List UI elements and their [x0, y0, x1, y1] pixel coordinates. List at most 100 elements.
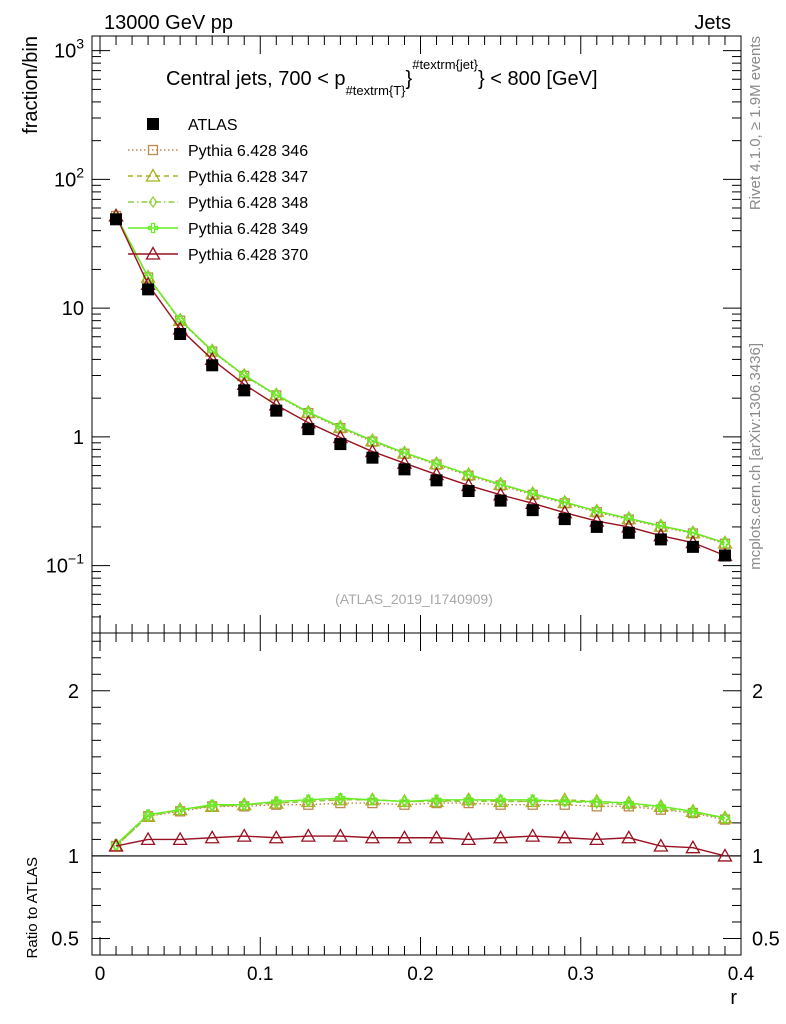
main-line-pythia-6-428-346 — [115, 215, 726, 545]
ratio-point-pythia-6-428-370 — [621, 829, 637, 844]
y-tick-label-right: 0.5 — [752, 928, 780, 950]
ratio-point-pythia-6-428-370 — [332, 828, 348, 842]
x-tick-label: 0.2 — [407, 964, 433, 985]
ratio-point-pythia-6-428-349 — [431, 794, 442, 805]
main-point-atlas — [174, 328, 187, 341]
ratio-point-pythia-6-428-370 — [108, 838, 124, 852]
main-series-layer — [108, 207, 733, 562]
legend-marker — [147, 144, 159, 156]
ratio-series-pythia-6-428-347 — [108, 791, 733, 852]
rivet-label: Rivet 4.1.0, ≥ 1.9M events — [747, 36, 764, 210]
ratio-point-pythia-6-428-370 — [300, 828, 316, 842]
main-point-atlas — [142, 283, 155, 296]
main-point-atlas — [238, 384, 251, 397]
ratio-point-pythia-6-428-349 — [591, 796, 602, 807]
ratio-point-pythia-6-428-349 — [655, 801, 666, 812]
main-y-axis-label: fraction/bin — [20, 36, 42, 134]
x-axis-label: r — [730, 987, 737, 1009]
legend-marker — [145, 168, 161, 182]
x-tick-label: 0 — [95, 964, 106, 985]
main-point-atlas — [398, 463, 411, 476]
ratio-point-pythia-6-428-370 — [493, 829, 509, 844]
legend-entry-pythia-6-428-346: Pythia 6.428 346 — [128, 143, 308, 160]
y-tick-label: 10−1 — [46, 551, 84, 578]
analysis-watermark: (ATLAS_2019_I1740909) — [335, 591, 493, 607]
main-point-atlas — [526, 504, 539, 517]
ratio-point-pythia-6-428-349 — [495, 794, 506, 805]
y-tick-label: 102 — [54, 164, 84, 191]
legend-marker — [145, 246, 161, 260]
ratio-point-pythia-6-428-370 — [685, 839, 701, 854]
main-line-pythia-6-428-348 — [115, 215, 726, 544]
main-point-atlas — [366, 451, 379, 464]
ratio-point-pythia-6-428-370 — [525, 828, 541, 842]
ratio-point-pythia-6-428-349 — [623, 797, 634, 809]
main-point-atlas — [558, 513, 571, 526]
ratio-point-pythia-6-428-370 — [428, 829, 445, 844]
ratio-point-pythia-6-428-349 — [142, 809, 154, 820]
ratio-point-pythia-6-428-370 — [140, 831, 156, 846]
ratio-point-pythia-6-428-346 — [399, 799, 410, 810]
main-line-pythia-6-428-370 — [115, 215, 726, 557]
ratio-series-layer — [108, 791, 733, 862]
main-line-pythia-6-428-349 — [115, 215, 726, 544]
ratio-point-pythia-6-428-370 — [364, 829, 381, 844]
y-tick-label: 10 — [62, 298, 84, 320]
ratio-point-pythia-6-428-370 — [172, 831, 188, 846]
main-point-atlas — [302, 423, 315, 436]
x-tick-label: 0.4 — [728, 964, 755, 985]
main-point-atlas — [494, 494, 507, 507]
legend-entry-pythia-6-428-349: Pythia 6.428 349 — [128, 221, 308, 238]
main-point-pythia-6-428-349 — [399, 447, 410, 458]
legend-label: Pythia 6.428 370 — [188, 247, 308, 264]
header-right: Jets — [694, 12, 731, 34]
ratio-y-axis-label: Ratio to ATLAS — [24, 857, 41, 958]
main-point-pythia-6-428-349 — [495, 479, 506, 490]
legend-entry-pythia-6-428-347: Pythia 6.428 347 — [128, 168, 308, 186]
ratio-point-pythia-6-428-370 — [717, 848, 733, 862]
legend-label: Pythia 6.428 349 — [188, 221, 308, 238]
x-tick-label: 0.3 — [568, 964, 594, 985]
main-line-pythia-6-428-347 — [115, 215, 726, 544]
ratio-point-pythia-6-428-349 — [399, 796, 410, 807]
ratio-point-pythia-6-428-349 — [527, 794, 538, 805]
mcplots-label: mcplots.cern.ch [arXiv:1306.3436] — [747, 343, 764, 570]
ratio-series-pythia-6-428-349 — [110, 793, 731, 850]
ratio-point-pythia-6-428-370 — [653, 838, 669, 852]
main-point-pythia-6-428-349 — [431, 458, 442, 469]
legend-entry-atlas: ATLAS — [147, 117, 238, 134]
legend-marker — [148, 195, 158, 209]
main-point-pythia-6-428-349 — [367, 435, 378, 446]
ratio-point-pythia-6-428-370 — [557, 829, 573, 844]
ratio-point-pythia-6-428-349 — [239, 799, 250, 810]
ratio-point-pythia-6-428-349 — [463, 794, 474, 805]
ratio-point-pythia-6-428-349 — [367, 794, 378, 805]
legend-marker — [147, 222, 159, 234]
y-tick-label: 0.5 — [51, 928, 79, 950]
legend-label: Pythia 6.428 346 — [188, 143, 308, 160]
ratio-point-pythia-6-428-346 — [623, 801, 634, 812]
ratio-point-pythia-6-428-349 — [559, 796, 570, 807]
ratio-point-pythia-6-428-349 — [271, 796, 282, 807]
legend-marker — [147, 118, 159, 130]
y-tick-label: 1 — [68, 846, 79, 868]
legend: ATLAS Pythia 6.428 346 Pythia 6.428 347 Pyt… — [128, 117, 308, 264]
header-left: 13000 GeV pp — [104, 12, 233, 34]
ratio-point-pythia-6-428-349 — [303, 794, 314, 805]
main-point-pythia-6-428-349 — [559, 496, 570, 508]
main-point-pythia-6-428-349 — [335, 421, 346, 432]
legend-label: Pythia 6.428 347 — [188, 169, 308, 186]
ratio-point-pythia-6-428-349 — [687, 806, 699, 817]
main-point-atlas — [334, 438, 347, 451]
main-point-pythia-6-428-349 — [687, 527, 699, 538]
main-series-atlas — [110, 213, 731, 562]
y-tick-label: 2 — [68, 681, 79, 703]
main-point-atlas — [718, 549, 731, 562]
ratio-line-pythia-6-428-370 — [115, 835, 726, 857]
main-title: Central jets, 700 < p#textrm{T}}#textrm{… — [166, 57, 598, 98]
main-point-pythia-6-428-349 — [463, 469, 474, 480]
main-point-atlas — [110, 213, 123, 226]
main-point-atlas — [206, 359, 219, 372]
